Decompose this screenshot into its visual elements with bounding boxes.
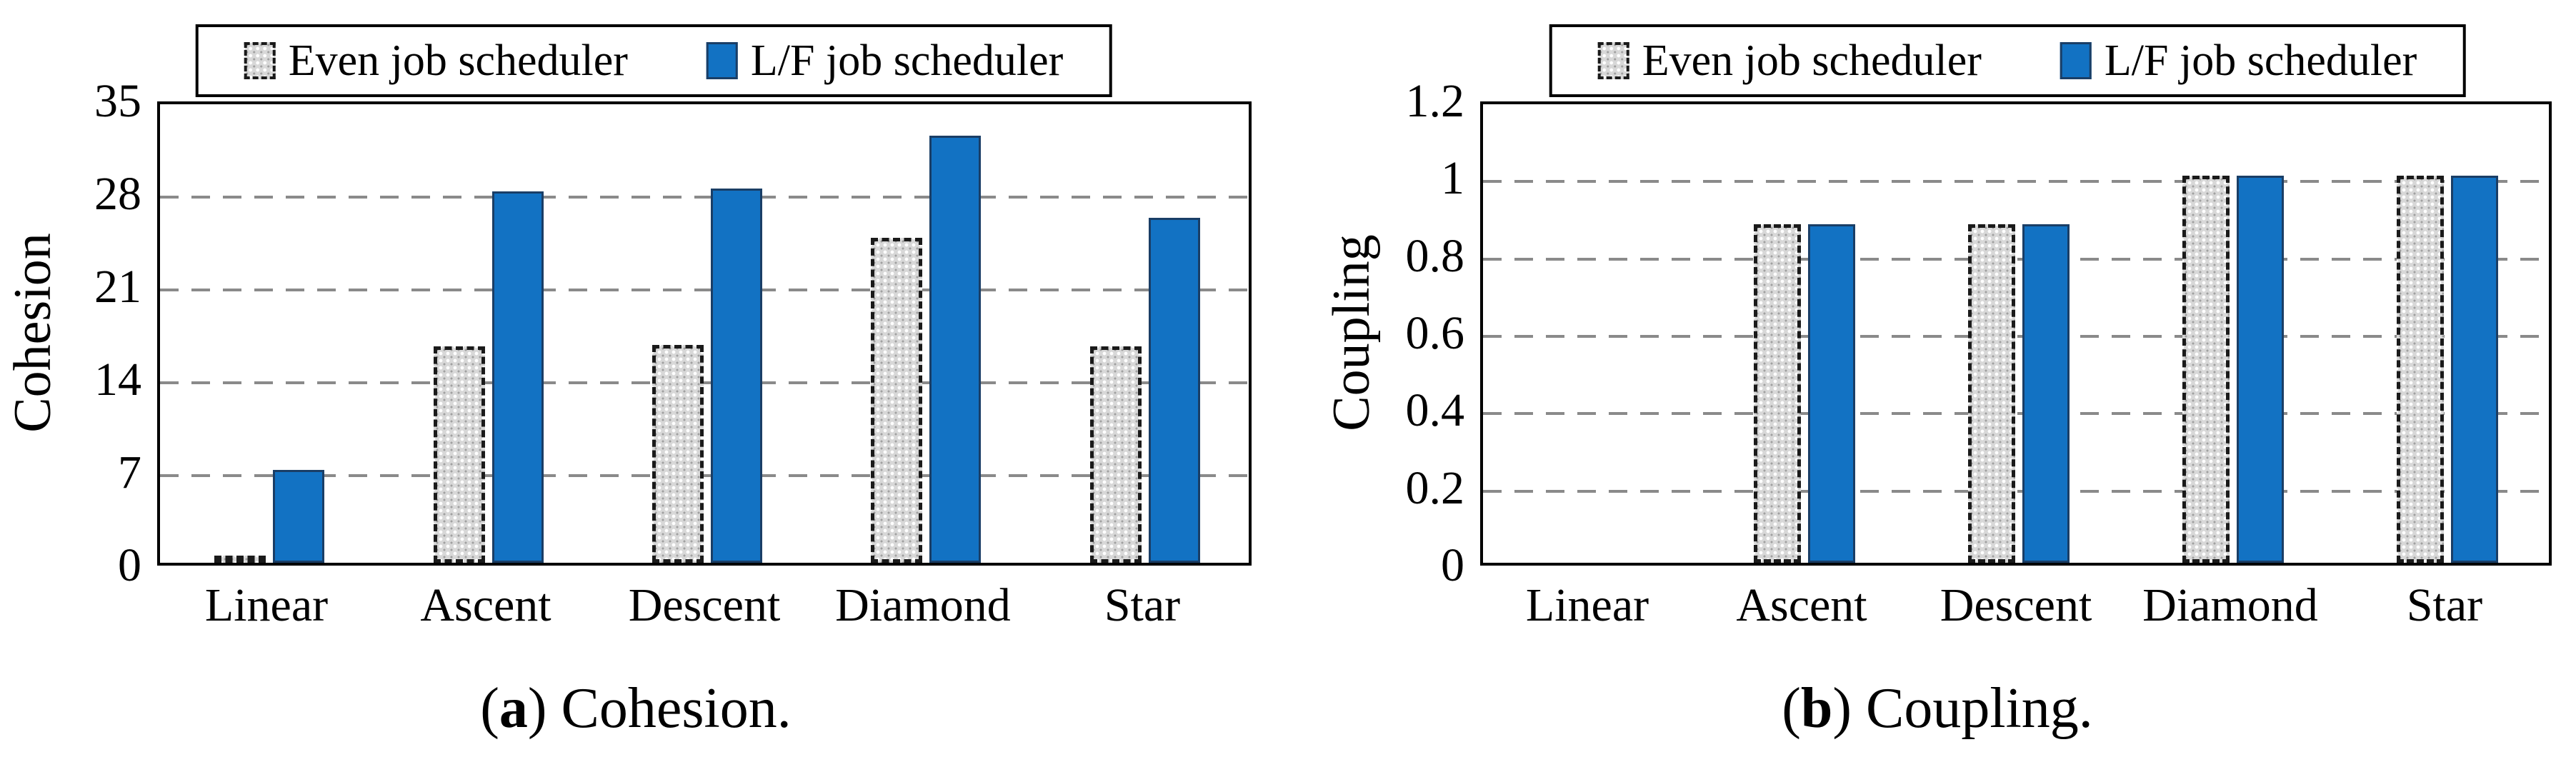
legend-entry-lf: L/F job scheduler [2060,39,2417,83]
y-tick-label-35: 35 [94,75,141,127]
gridline [1483,180,2549,184]
plot-area [157,101,1252,566]
category-label-ascent: Ascent [420,579,551,631]
bar-even-descent [652,345,704,563]
bar-even-star [2397,176,2444,563]
caption-b-letter: b [1800,677,1833,740]
y-tick-label-7: 7 [118,446,141,498]
y-tick-label-1: 1 [1441,152,1464,205]
caption-a-paren-open: ( [480,677,499,740]
bar-even-diamond [871,238,922,563]
bar-even-ascent [434,346,485,563]
caption-b-paren-open: ( [1782,677,1801,740]
y-tick-label-0: 0 [118,539,141,591]
legend-swatch-even-icon [1597,42,1629,79]
legend-swatch-even-icon [244,42,276,79]
legend-label-lf: L/F job scheduler [750,36,1064,85]
bar-even-linear [214,556,266,563]
legend: Even job scheduler L/F job scheduler [195,24,1112,97]
caption-a-text: ) Cohesion. [527,677,792,740]
bar-even-star [1090,346,1142,563]
bar-lf-ascent [1808,224,1855,563]
y-tick-label-1.2: 1.2 [1405,75,1465,127]
legend-entry-even: Even job scheduler [244,39,628,83]
y-tick-label-28: 28 [94,168,141,220]
category-label-ascent: Ascent [1736,579,1867,631]
bar-lf-diamond [2237,176,2284,563]
y-tick-label-21: 21 [94,261,141,313]
category-label-linear: Linear [204,579,329,631]
bar-even-descent [1968,224,2015,563]
legend-label-even: Even job scheduler [288,36,628,85]
legend-swatch-lf-icon [2060,42,2092,79]
legend-entry-lf: L/F job scheduler [706,36,1064,85]
bar-lf-star [2451,176,2498,563]
gridline [1483,489,2549,493]
legend-label-even: Even job scheduler [1642,36,1982,85]
category-label-linear: Linear [1525,579,1649,631]
caption-b: (b) Coupling. [1782,680,2093,737]
caption-a: (a) Cohesion. [480,680,792,737]
y-tick-label-0.2: 0.2 [1405,461,1465,514]
gridline [1483,335,2549,338]
category-label-star: Star [2406,579,2483,631]
gridline [160,381,1249,384]
gridline [1483,257,2549,261]
y-tick-label-0.6: 0.6 [1405,307,1465,359]
bar-even-ascent [1754,224,1801,563]
legend-entry-even: Even job scheduler [1597,36,1982,85]
caption-a-letter: a [499,677,528,740]
gridline [1483,412,2549,416]
category-label-descent: Descent [628,579,781,631]
plot-area [1480,101,2552,566]
y-tick-label-0.4: 0.4 [1405,384,1465,437]
bar-lf-ascent [492,191,544,563]
category-label-diamond: Diamond [2142,579,2318,631]
bar-even-diamond [2182,176,2230,563]
y-tick-label-14: 14 [94,354,141,406]
caption-b-text: ) Coupling. [1832,677,2093,740]
gridline [160,289,1249,291]
legend: Even job scheduler L/F job scheduler [1549,24,2466,97]
bar-lf-descent [711,189,762,563]
bar-lf-diamond [929,136,981,563]
gridline [160,474,1249,477]
legend-label-lf: L/F job scheduler [2104,36,2417,85]
category-label-descent: Descent [1940,579,2092,631]
gridline [160,196,1249,199]
category-label-star: Star [1104,579,1181,631]
bar-lf-star [1149,218,1200,563]
y-tick-label-0.8: 0.8 [1405,229,1465,282]
legend-swatch-lf-icon [706,42,738,79]
category-label-diamond: Diamond [835,579,1011,631]
bar-lf-descent [2022,224,2070,563]
y-tick-label-0: 0 [1441,539,1464,591]
bar-lf-linear [273,470,324,563]
